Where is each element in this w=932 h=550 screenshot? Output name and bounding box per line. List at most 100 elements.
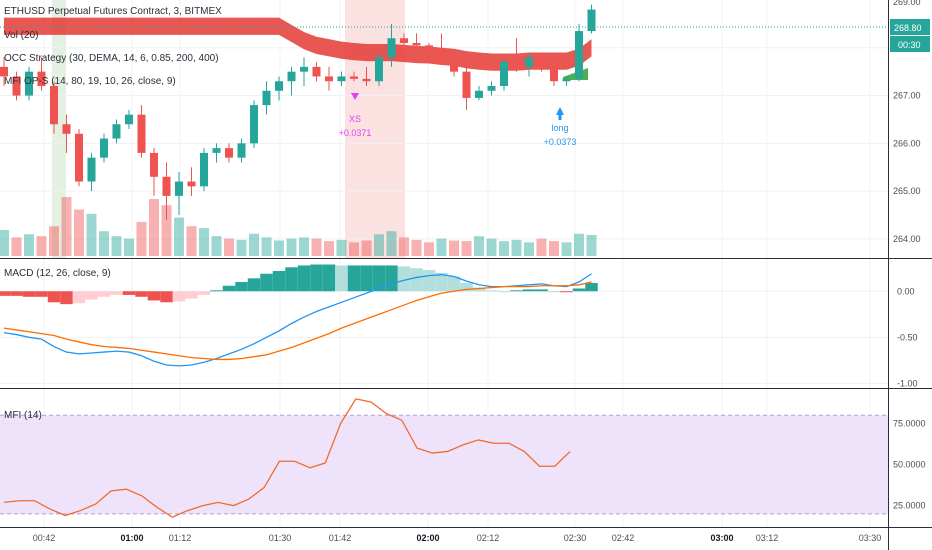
candle[interactable] [450,54,458,77]
candle[interactable] [212,143,221,163]
candle[interactable] [300,57,308,86]
candle[interactable] [150,148,158,196]
macd-histogram-bar [210,290,223,292]
candle[interactable] [275,76,283,101]
volume-bar [199,228,209,256]
candle-body [212,148,221,153]
mfi-axis[interactable]: 75.0000 50.0000 25.0000 [893,419,926,511]
candle-body [125,114,133,125]
volume-bar [511,239,522,256]
mfi-tick-label: 75.0000 [893,419,926,429]
candle[interactable] [87,152,96,192]
candle[interactable] [200,148,208,192]
macd-histogram-bar [572,288,586,292]
candle[interactable] [37,57,46,91]
candle[interactable] [537,52,546,72]
candle[interactable] [562,76,571,86]
candle[interactable] [175,172,183,215]
candle[interactable] [312,62,321,82]
candle-body [337,76,346,82]
volume-bar [49,226,59,256]
price-legend: ETHUSD Perpetual Futures Contract, 3, BI… [4,6,222,87]
macd-histogram-bar [497,291,511,293]
candle[interactable] [500,57,508,91]
mfi-ops-legend[interactable]: MFI OP-S (14, 80, 19, 10, 26, close, 9) [4,76,176,87]
occ-strategy-legend[interactable]: OCC Strategy (30, DEMA, 14, 6, 0.85, 200… [4,53,219,64]
candle[interactable] [50,81,58,134]
macd-histogram-bar [510,290,523,292]
macd-panel[interactable]: MACD (12, 26, close, 9) [0,264,888,384]
candle-body [425,45,433,51]
macd-histogram-bar [147,291,161,301]
symbol-legend[interactable]: ETHUSD Perpetual Futures Contract, 3, BI… [4,6,222,17]
candle-body [500,62,508,86]
macd-histogram-bar [435,272,448,292]
candle[interactable] [187,167,196,196]
candle[interactable] [75,129,83,187]
volume-bar [586,234,597,256]
short-entry-label: XS [349,114,361,124]
candle[interactable] [512,38,521,72]
candle[interactable] [225,143,233,163]
volume-bar [236,239,247,256]
mfi-legend[interactable]: MFI (14) [4,410,42,421]
candle[interactable] [425,43,433,53]
candle[interactable] [262,81,271,115]
candle[interactable] [350,71,358,82]
candle[interactable] [0,57,8,86]
candle[interactable] [575,23,583,82]
time-tick-label: 01:00 [120,533,143,543]
macd-histogram-bar [160,291,173,303]
time-tick-label: 02:30 [564,533,587,543]
price-tick-label: 266.00 [893,138,921,148]
price-tick-label: 269.00 [893,0,921,7]
candle[interactable] [400,33,408,48]
candle[interactable] [100,133,108,163]
candle[interactable] [487,81,496,96]
macd-histogram-bar [22,291,36,297]
candle-body [50,86,58,125]
candle[interactable] [375,52,383,86]
candle-body [262,90,271,106]
candle-body [25,71,33,96]
candle[interactable] [162,162,171,220]
price-candles[interactable] [0,4,596,220]
candle[interactable] [387,23,396,67]
candle-body [12,76,21,96]
candle[interactable] [62,114,71,153]
candle[interactable] [587,4,596,34]
macd-histogram-bar [460,282,473,292]
candle[interactable] [412,33,421,51]
candle[interactable] [125,109,133,129]
macd-axis[interactable]: 0.00 -0.50 -1.00 [897,286,918,388]
volume-bar [36,236,47,256]
candle[interactable] [112,119,121,144]
candle[interactable] [337,71,346,86]
candle[interactable] [137,105,146,158]
candle[interactable] [25,66,33,101]
candle[interactable] [462,57,471,110]
macd-legend[interactable]: MACD (12, 26, close, 9) [4,268,111,279]
macd-histogram-bar [222,285,236,292]
candle[interactable] [475,86,483,101]
candle[interactable] [437,33,446,63]
price-tick-label: 265.00 [893,186,921,196]
candle[interactable] [525,52,533,77]
candle[interactable] [12,71,21,101]
candle-body [287,71,296,82]
mfi-panel[interactable]: MFI (14) [0,398,888,518]
macd-histogram-bar [185,291,198,299]
mfi-gridlines [0,423,888,507]
candle[interactable] [237,138,246,163]
macd-histogram-bar [322,264,336,292]
candle[interactable] [250,100,258,149]
volume-bar [411,239,422,256]
candle-body [587,9,596,32]
candle[interactable] [550,62,558,86]
candle[interactable] [287,66,296,96]
volume-legend[interactable]: Vol (20) [4,30,38,41]
time-axis[interactable]: 00:42 01:00 01:12 01:30 01:42 02:00 02:12 02:30… [33,533,882,543]
candle[interactable] [325,66,333,91]
candle[interactable] [362,66,371,86]
macd-histogram-bar [547,291,561,293]
